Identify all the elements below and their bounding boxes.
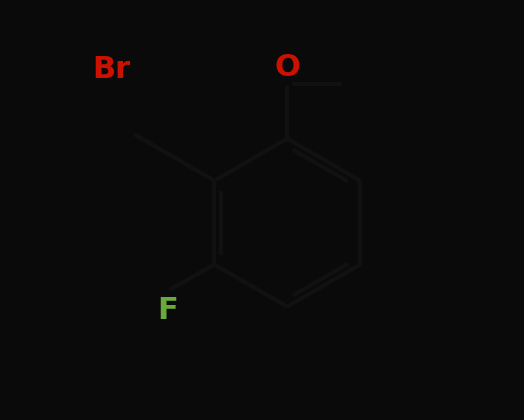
Text: Br: Br	[92, 55, 130, 84]
Text: O: O	[274, 53, 300, 82]
Text: F: F	[157, 296, 178, 325]
